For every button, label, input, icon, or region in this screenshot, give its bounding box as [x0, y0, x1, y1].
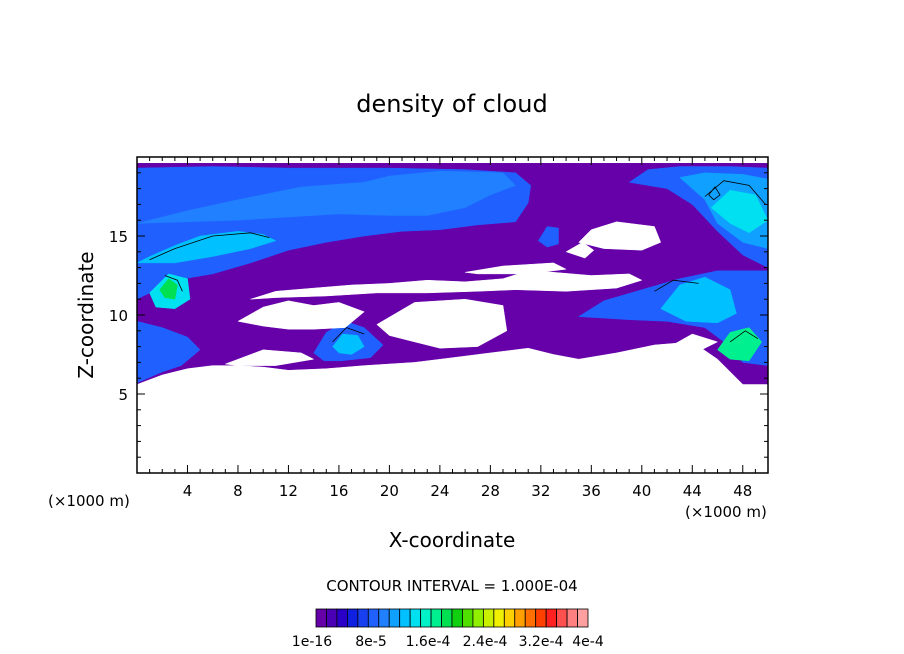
- colorbar-swatch: [451, 608, 463, 628]
- colorbar-swatch: [535, 608, 547, 628]
- y-tick-label: 15: [109, 228, 128, 246]
- colorbar-label: 8e-5: [355, 634, 386, 650]
- colorbar-swatch: [336, 608, 348, 628]
- density-region-18: [376, 298, 508, 349]
- x-tick-label: 44: [683, 482, 702, 500]
- colorbar-label: 4e-4: [572, 634, 604, 650]
- colorbar-swatch: [503, 608, 516, 628]
- contour-line-0: [149, 232, 270, 261]
- colorbar-label: 1e-16: [292, 634, 332, 650]
- colorbar-swatch: [556, 608, 568, 628]
- contour-line-4: [654, 279, 699, 292]
- x-tick-label: 16: [329, 482, 348, 500]
- density-region-11: [660, 276, 737, 324]
- colorbar-labels: 1e-16 8e-5 1.6e-4 2.4e-4 3.2e-4 4e-4: [292, 634, 604, 650]
- colorbar-swatch: [430, 608, 442, 628]
- colorbar-swatch: [388, 608, 401, 628]
- colorbar-swatch: [420, 608, 432, 628]
- contour-line-3: [708, 186, 721, 201]
- contour-interval-text: CONTOUR INTERVAL = 1.000E-04: [326, 577, 577, 595]
- density-region-12: [717, 327, 763, 362]
- density-region-8: [710, 189, 768, 234]
- chart-title: density of cloud: [356, 90, 547, 118]
- colorbar-swatch: [577, 608, 589, 628]
- x-tick-label: 20: [380, 482, 399, 500]
- density-region-22: [465, 262, 567, 275]
- x-tick-label: 48: [733, 482, 752, 500]
- density-region-24: [137, 341, 768, 473]
- colorbar-swatch: [346, 608, 359, 628]
- x-tick-label: 28: [481, 482, 500, 500]
- density-region-14: [332, 333, 365, 355]
- x-tick-label: 24: [430, 482, 449, 500]
- density-region-5: [159, 278, 178, 300]
- density-region-2: [137, 170, 517, 224]
- colorbar-swatch: [357, 608, 369, 628]
- colorbar-swatch: [378, 608, 390, 628]
- x-axis-label: X-coordinate: [389, 528, 516, 552]
- density-field: [137, 163, 768, 473]
- x-tick-label: 36: [582, 482, 601, 500]
- contour-line-1: [164, 275, 183, 292]
- colorbar-swatch: [441, 608, 453, 628]
- y-axis-label: Z-coordinate: [74, 251, 98, 378]
- density-region-21: [565, 242, 595, 259]
- colorbar-swatch: [514, 608, 526, 628]
- colorbar: [315, 608, 589, 628]
- colorbar-label: 1.6e-4: [406, 634, 451, 650]
- density-region-17: [250, 270, 643, 300]
- density-region-15: [537, 226, 559, 248]
- contour-lines: [149, 180, 766, 343]
- colorbar-swatch: [545, 608, 558, 628]
- y-tick-label: 5: [118, 386, 128, 404]
- colorbar-swatch: [472, 608, 484, 628]
- colorbar-swatch: [493, 608, 505, 628]
- x-unit-left: (×1000 m): [48, 492, 130, 510]
- colorbar-swatch: [367, 608, 380, 628]
- x-tick-label: 40: [632, 482, 651, 500]
- contour-line-6: [729, 330, 759, 343]
- x-tick-label: 12: [279, 482, 298, 500]
- x-tick-label: 4: [183, 482, 193, 500]
- density-region-9: [137, 321, 201, 384]
- contour-line-5: [332, 327, 365, 343]
- x-tick-label: 8: [233, 482, 243, 500]
- contour-line-2: [704, 180, 766, 205]
- colorbar-label: 3.2e-4: [519, 634, 564, 650]
- colorbar-swatch: [326, 608, 338, 628]
- colorbar-label: 2.4e-4: [463, 634, 508, 650]
- x-tick-label: 32: [531, 482, 550, 500]
- colorbar-swatch: [462, 608, 474, 628]
- density-region-3: [137, 231, 277, 264]
- colorbar-swatch: [409, 608, 422, 628]
- density-region-16: [237, 300, 365, 330]
- colorbar-swatch: [566, 608, 578, 628]
- colorbar-swatch: [524, 608, 537, 628]
- colorbar-swatch: [399, 608, 411, 628]
- colorbar-swatch: [315, 608, 327, 628]
- colorbar-swatch: [482, 608, 495, 628]
- x-unit-right: (×1000 m): [685, 503, 767, 521]
- y-tick-label: 10: [109, 307, 128, 325]
